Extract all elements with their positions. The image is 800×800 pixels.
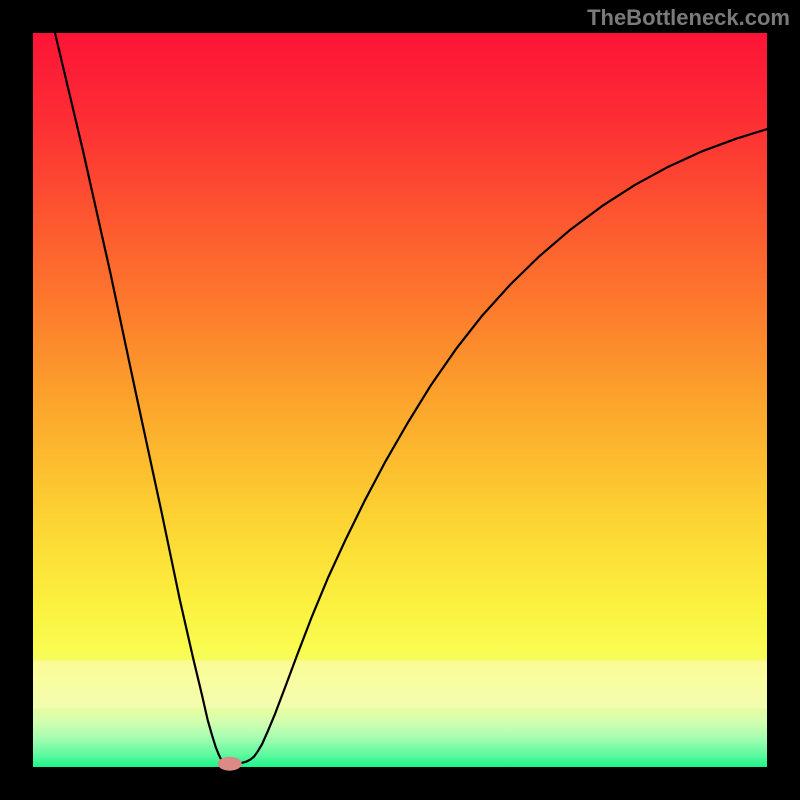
chart-svg: TheBottleneck.com (0, 0, 800, 800)
attribution-text: TheBottleneck.com (587, 5, 790, 30)
bottleneck-chart: TheBottleneck.com (0, 0, 800, 800)
